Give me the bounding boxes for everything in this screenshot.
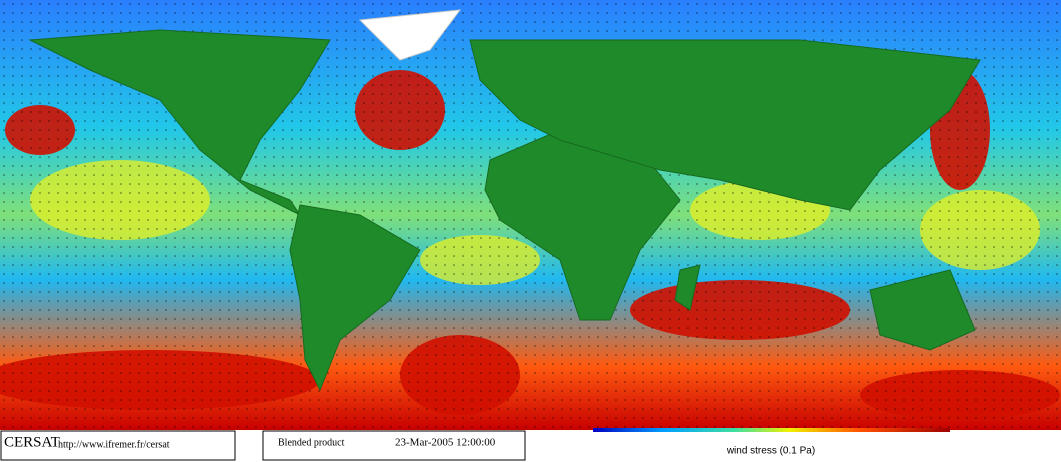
product: Blended product — [278, 437, 345, 448]
colorbar: wind stress (0.1 Pa) — [593, 428, 950, 457]
product-box — [262, 430, 526, 461]
map — [0, 0, 1061, 430]
continents — [28, 9, 981, 392]
colorbar-label: wind stress (0.1 Pa) — [726, 446, 815, 457]
logo-box — [0, 430, 236, 461]
footer: CERSAT http://www.ifremer.fr/cersat Blen… — [0, 428, 1061, 462]
date: 23-Mar-2005 12:00:00 — [395, 437, 496, 449]
url: http://www.ifremer.fr/cersat — [58, 439, 170, 450]
colorbar-scale — [593, 428, 950, 432]
logo: CERSAT — [4, 434, 60, 450]
